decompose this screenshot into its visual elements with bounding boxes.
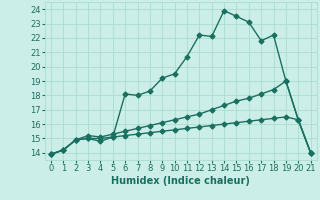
X-axis label: Humidex (Indice chaleur): Humidex (Indice chaleur) bbox=[111, 176, 250, 186]
